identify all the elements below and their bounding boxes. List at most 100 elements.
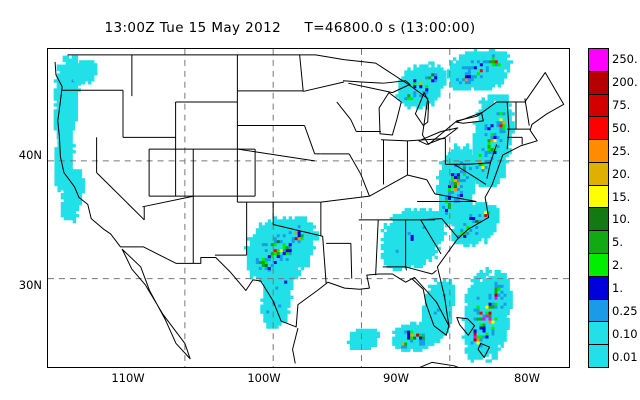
- precip-cell: [69, 144, 73, 148]
- precip-cell: [484, 214, 488, 218]
- precip-cell: [380, 228, 385, 233]
- precip-cell: [75, 199, 80, 203]
- precip-cell: [437, 85, 441, 89]
- precip-cell: [479, 54, 484, 58]
- precip-cell: [85, 72, 89, 76]
- colorbar-band: [589, 140, 608, 163]
- precip-cell: [300, 231, 305, 235]
- precip-cell: [488, 66, 493, 70]
- precip-cell: [497, 302, 501, 307]
- precip-cell: [407, 211, 412, 215]
- precip-cell: [56, 97, 61, 101]
- precip-cell: [395, 342, 399, 346]
- precip-cell: [475, 133, 479, 137]
- precip-cell: [478, 124, 482, 128]
- precip-cell: [455, 72, 460, 76]
- precip-cell: [443, 82, 447, 86]
- precip-cell: [401, 231, 406, 236]
- precip-cell: [401, 327, 405, 332]
- precip-cell: [469, 208, 473, 212]
- precip-cell: [449, 69, 454, 73]
- precip-cell: [297, 243, 302, 247]
- precip-cell: [272, 298, 276, 302]
- precip-cell: [478, 225, 482, 230]
- precip-cell: [508, 151, 512, 155]
- precip-cell: [401, 258, 406, 263]
- precip-cell: [466, 214, 470, 218]
- precip-cell: [503, 51, 508, 55]
- precip-region-florida-peninsula: [421, 278, 456, 342]
- precip-cell: [54, 170, 58, 175]
- precip-cell: [398, 225, 403, 230]
- precip-cell: [62, 130, 67, 134]
- precip-cell: [276, 246, 281, 250]
- precip-cell: [456, 161, 461, 165]
- precip-cell: [438, 202, 443, 207]
- precip-cell: [269, 271, 273, 276]
- precip-cell: [444, 173, 449, 177]
- precip-cell: [503, 278, 507, 283]
- precip-cell: [470, 329, 474, 333]
- precip-cell: [485, 281, 489, 286]
- precip-cell: [451, 293, 456, 298]
- precip-cell: [62, 124, 67, 128]
- precip-cell: [484, 225, 488, 230]
- precip-cell: [276, 261, 281, 265]
- precip-cell: [506, 60, 511, 64]
- precip-cell: [407, 234, 412, 239]
- precip-cell: [428, 91, 432, 95]
- precip-cell: [413, 261, 417, 266]
- precip-cell: [416, 214, 420, 218]
- precip-cell: [441, 196, 446, 201]
- precip-cell: [478, 148, 482, 152]
- precip-cell: [60, 147, 64, 151]
- precip-cell: [386, 261, 391, 266]
- precip-cell: [422, 240, 426, 245]
- precip-cell: [59, 79, 64, 83]
- state-boundary: [506, 101, 510, 128]
- precip-cell: [74, 112, 78, 116]
- precip-cell: [287, 271, 291, 276]
- precip-cell: [496, 220, 500, 224]
- precip-cell: [494, 353, 498, 357]
- precip-cell: [450, 214, 455, 219]
- precip-cell: [497, 287, 501, 292]
- precip-cell: [404, 348, 408, 352]
- precip-cell: [419, 67, 423, 71]
- precip-cell: [65, 121, 70, 125]
- precip-cell: [279, 243, 284, 247]
- precip-cell: [445, 305, 450, 309]
- precip-cell: [422, 261, 426, 266]
- precip-cell: [509, 299, 513, 304]
- precip-cell: [478, 118, 482, 122]
- precip-cell: [444, 167, 449, 171]
- precip-cell: [496, 139, 500, 143]
- precip-cell: [479, 308, 483, 313]
- precip-cell: [413, 214, 417, 218]
- precip-cell: [475, 136, 479, 140]
- precip-cell: [481, 211, 485, 215]
- precip-cell: [407, 79, 411, 83]
- precip-cell: [487, 223, 491, 227]
- precip-cell: [404, 246, 409, 251]
- precip-cell: [376, 334, 381, 339]
- precip-cell: [413, 234, 417, 239]
- precip-cell: [407, 91, 411, 95]
- precip-cell: [266, 283, 270, 288]
- precip-cell: [500, 69, 505, 73]
- precip-cell: [462, 167, 467, 171]
- precip-cell: [500, 51, 505, 55]
- precip-cell: [269, 283, 273, 288]
- precip-cell: [460, 231, 464, 236]
- precip-cell: [407, 223, 412, 227]
- precip-cell: [497, 347, 501, 351]
- precip-cell: [434, 67, 438, 71]
- precip-cell: [438, 161, 443, 165]
- precip-cell: [499, 124, 503, 128]
- precip-cell: [425, 67, 429, 71]
- precip-cell: [497, 314, 501, 319]
- precip-cell: [74, 109, 78, 113]
- precip-cell: [275, 274, 279, 279]
- precip-cell: [272, 274, 276, 279]
- precip-cell: [457, 220, 461, 224]
